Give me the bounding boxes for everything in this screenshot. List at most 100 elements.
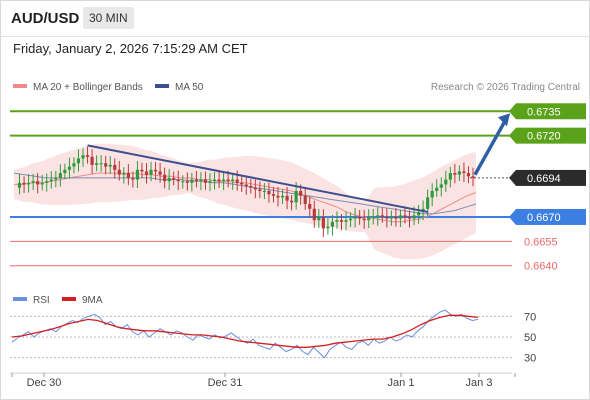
rsi-ma-legend-label: 9MA <box>82 295 103 306</box>
candle-body <box>81 155 85 159</box>
candle-body <box>285 195 289 201</box>
candle-body <box>149 169 153 175</box>
candle-body <box>394 216 398 219</box>
candle-body <box>235 179 239 183</box>
candle-body <box>326 226 330 229</box>
candle-body <box>312 208 316 221</box>
level-label-0.6640: 0.6640 <box>524 261 558 273</box>
candle-body <box>294 190 298 203</box>
candle-body <box>113 164 117 170</box>
candle-body <box>190 179 194 183</box>
candle-body <box>72 163 76 167</box>
candle-body <box>244 184 248 187</box>
candle-body <box>435 187 439 191</box>
candle-body <box>271 194 276 196</box>
candle-body <box>407 216 412 219</box>
candle-body <box>27 182 31 185</box>
candle-body <box>167 177 171 182</box>
candle-body <box>317 216 321 221</box>
candle-body <box>339 220 344 222</box>
level-label-0.6735: 0.6735 <box>527 106 561 118</box>
level-badge-tip-0.6735 <box>509 103 516 120</box>
rsi-series-RSI <box>11 309 479 359</box>
current-price-badge-tip <box>509 169 516 186</box>
candle-body <box>385 216 389 219</box>
candle-body <box>308 203 312 209</box>
timestamp: Friday, January 2, 2026 7:15:29 AM CET <box>13 41 248 56</box>
rsi-legend-swatch <box>13 297 27 301</box>
candle-body <box>276 195 280 198</box>
candle-body <box>199 179 203 182</box>
annotations <box>87 113 510 214</box>
candle-body <box>172 177 176 180</box>
rsi-tick-50: 50 <box>524 332 536 344</box>
candle-body <box>131 177 135 180</box>
level-badge-tip-0.6670 <box>509 208 516 225</box>
candle-body <box>185 181 189 183</box>
ma20-legend-label: MA 20 + Bollinger Bands <box>33 82 143 93</box>
candle-body <box>439 184 443 188</box>
candle-body <box>104 163 108 167</box>
credit-text: Research © 2026 Trading Central <box>431 82 580 93</box>
forecast-arrow-shaft <box>473 118 508 176</box>
candle-body <box>49 179 53 182</box>
candle-body <box>453 173 457 175</box>
timeframe-badge[interactable]: 30 MIN <box>83 7 134 29</box>
candle-body <box>290 200 294 203</box>
rsi-ma-legend-swatch <box>62 297 76 301</box>
candle-body <box>58 173 62 178</box>
candle-body <box>380 215 384 217</box>
candle-body <box>176 179 180 182</box>
candle-body <box>249 186 253 188</box>
candle-body <box>258 189 262 191</box>
candle-body <box>36 181 40 185</box>
ma50-legend-swatch <box>155 84 169 88</box>
candle-body <box>344 220 348 222</box>
level-labels: 0.6735 0.6720 0.6670 0.6655 0.6640 0.6694 <box>509 103 586 273</box>
rsi-tick-30: 30 <box>524 353 536 365</box>
chart-header: AUD/USD 30 MIN <box>0 0 590 37</box>
candle-body <box>280 195 285 198</box>
candle-body <box>85 155 90 157</box>
ma50-line <box>13 172 477 215</box>
candle-body <box>471 176 475 178</box>
candle-body <box>376 215 380 217</box>
candle-body <box>126 173 130 178</box>
candle-body <box>403 215 407 217</box>
candle-body <box>416 212 421 216</box>
ma50-legend-label: MA 50 <box>175 82 204 93</box>
candle-body <box>22 182 26 185</box>
rsi-tick-70: 70 <box>524 311 536 323</box>
candle-body <box>412 215 416 219</box>
rsi-panel: 70 50 30 <box>10 309 536 365</box>
x-axis: Dec 30 Dec 31 Jan 1 Jan 3 <box>10 372 516 389</box>
candle-body <box>221 179 226 182</box>
price-levels <box>10 110 512 267</box>
candle-body <box>108 164 112 167</box>
x-tick-label: Jan 1 <box>388 377 415 389</box>
candle-body <box>371 216 375 218</box>
candle-body <box>45 181 49 183</box>
trend-line <box>87 144 429 214</box>
candle-body <box>358 216 362 219</box>
candle-body <box>231 179 235 182</box>
candle-body <box>99 163 103 165</box>
current-price-badge <box>516 169 586 186</box>
level-badge-0.6735 <box>516 103 586 120</box>
x-tick-label: Jan 3 <box>466 377 493 389</box>
candle-body <box>267 190 271 195</box>
ma20-line <box>14 172 477 223</box>
candle-body <box>135 169 140 180</box>
candle-body <box>117 169 121 175</box>
candle-body <box>321 216 325 229</box>
candle-body <box>163 174 167 182</box>
candle-body <box>54 177 58 180</box>
level-label-0.6655: 0.6655 <box>524 236 558 248</box>
candle-body <box>457 171 461 175</box>
current-price-label: 0.6694 <box>527 173 561 185</box>
candle-body <box>95 163 99 165</box>
level-badge-tip-0.6720 <box>509 127 516 144</box>
candle-body <box>389 216 393 219</box>
candle-body <box>31 181 35 183</box>
